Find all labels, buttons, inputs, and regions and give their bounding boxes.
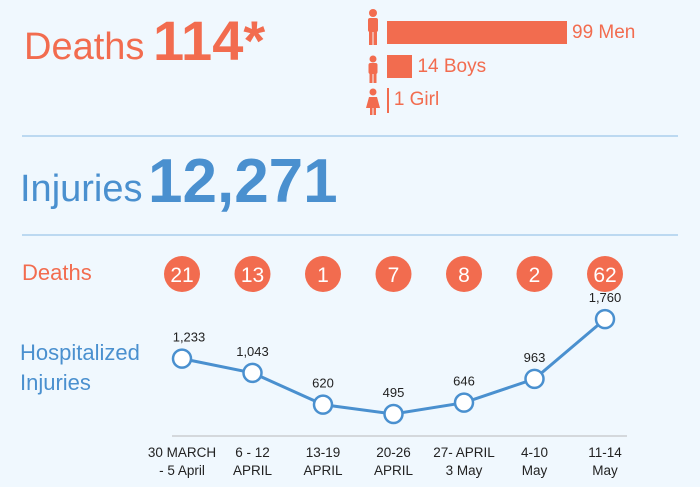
data-point [594,308,616,330]
death-count: 1 [317,264,329,287]
x-tick-label: 6 - 12 [235,445,270,460]
death-badge [164,256,200,292]
death-badge [305,256,341,292]
x-tick-label: May [522,463,548,478]
x-tick-label: 4-10 [521,445,548,460]
data-point [171,348,193,369]
breakdown-label: 99 Men [572,22,636,43]
data-point [383,403,404,425]
data-point [312,394,334,415]
death-badge [234,256,271,292]
data-label: 1,760 [589,290,622,305]
breakdown-label: 1 Girl [393,89,440,110]
death-badge [375,256,412,292]
data-point [242,362,263,384]
data-label: 620 [312,376,334,391]
data-point [524,368,545,390]
death-badge [446,256,482,292]
divider [22,135,678,137]
breakdown-label: 14 Boys [417,56,487,77]
data-label: 495 [383,385,405,400]
death-badge [587,256,623,292]
x-tick-label: 3 May [446,463,483,478]
x-tick-label: APRIL [303,463,343,478]
injuries-label: Injuries [20,168,143,210]
deaths-row-label: Deaths [22,260,92,285]
data-label: 963 [524,350,546,365]
data-label: 1,043 [236,344,269,359]
data-label: 1,233 [173,330,206,345]
x-tick-label: APRIL [374,463,414,478]
x-tick-label: 27- APRIL [433,445,495,460]
death-count: 8 [458,264,470,287]
person-icons [366,9,380,115]
death-count: 13 [241,264,264,287]
series-label-line: Hospitalized [20,340,140,365]
breakdown-bar [387,21,567,44]
deaths-label: Deaths [24,26,145,68]
data-point [453,392,475,413]
data-label: 646 [453,374,475,389]
injuries-total: 12,271 [148,147,338,216]
x-tick-label: May [592,463,618,478]
death-count: 7 [388,264,400,287]
x-tick-label: 20-26 [376,445,411,460]
x-tick-label: 13-19 [306,445,341,460]
x-tick-label: 30 MARCH [148,445,216,460]
breakdown-bar [387,55,413,78]
series-label-line: Injuries [20,370,91,395]
death-count: 21 [170,264,193,287]
boy-icon [368,55,378,83]
breakdown-bar [387,88,389,113]
x-tick-label: - 5 April [159,463,205,478]
series-label: Hospitalized Injuries [20,338,140,398]
x-tick-label: 11-14 [588,445,622,460]
divider [22,234,678,236]
x-tick-label: APRIL [233,463,273,478]
death-count: 62 [593,264,616,287]
girl-icon [366,88,380,115]
death-badge [516,256,553,292]
death-count: 2 [529,264,541,287]
man-icon [368,9,378,45]
deaths-total: 114* [153,9,266,72]
